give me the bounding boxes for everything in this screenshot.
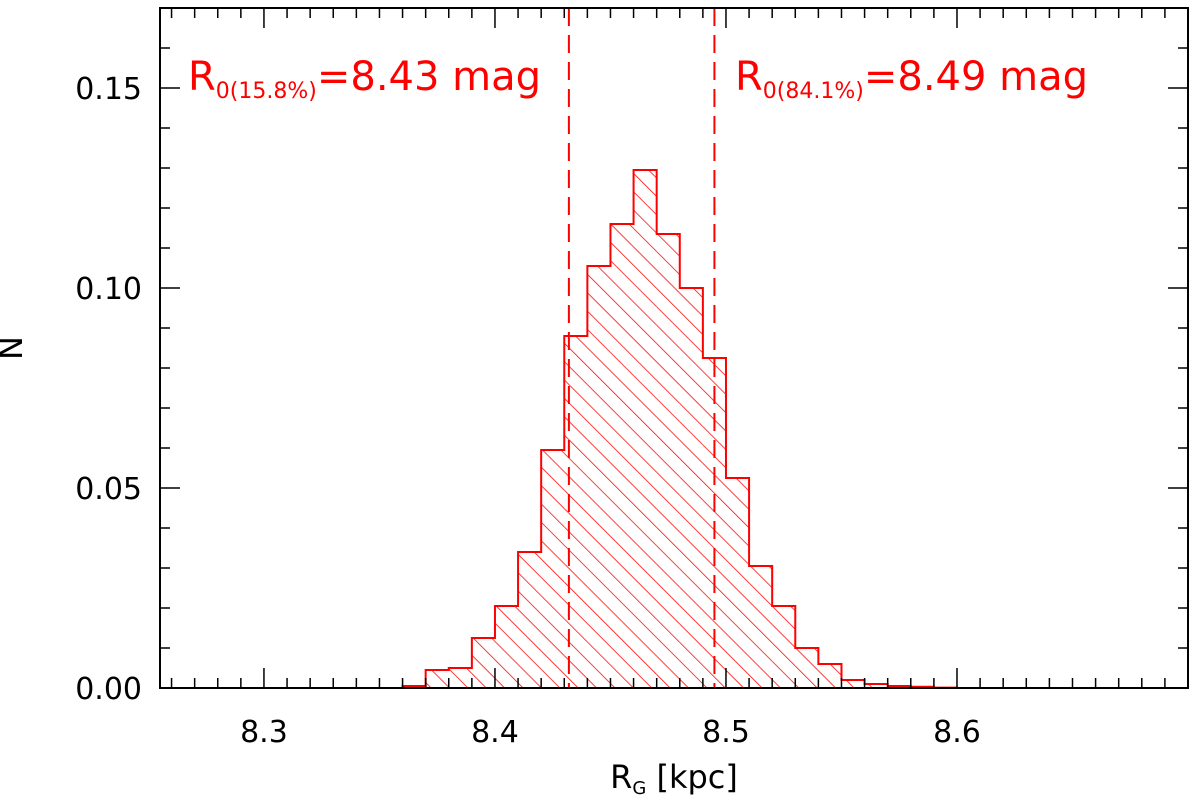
y-tick-label: 0.00 bbox=[75, 672, 142, 707]
plot-frame bbox=[159, 7, 1189, 689]
x-tick-labels: 8.3 8.4 8.5 8.6 bbox=[240, 715, 981, 750]
histogram-bars bbox=[402, 170, 957, 688]
x-tick-label: 8.6 bbox=[933, 715, 981, 750]
histogram-bar bbox=[541, 450, 565, 688]
x-tick-label: 8.3 bbox=[240, 715, 288, 750]
y-tick-label: 0.15 bbox=[75, 72, 142, 107]
x-tick-label: 8.4 bbox=[471, 715, 519, 750]
annotation-high-percentile: R0(84.1%)=8.49 mag bbox=[735, 54, 1088, 104]
histogram-bar bbox=[864, 684, 888, 688]
histogram-bar bbox=[679, 288, 703, 688]
histogram-bar bbox=[656, 234, 680, 688]
annotation-low-percentile: R0(15.8%)=8.43 mag bbox=[188, 54, 541, 104]
histogram-bar bbox=[587, 266, 611, 688]
histogram-bar bbox=[471, 638, 495, 688]
histogram-bar bbox=[518, 552, 542, 688]
histogram-bar bbox=[749, 566, 773, 688]
histogram-bar bbox=[818, 664, 842, 688]
y-tick-label: 0.05 bbox=[75, 472, 142, 507]
histogram-bar bbox=[841, 680, 865, 688]
histogram-bar bbox=[425, 670, 449, 688]
histogram-bar bbox=[795, 648, 819, 688]
x-axis-label: RG [kpc] bbox=[610, 758, 738, 799]
histogram-bar bbox=[494, 606, 519, 688]
histogram-bar bbox=[448, 668, 472, 688]
histogram-bar bbox=[725, 478, 750, 688]
x-tick-label: 8.5 bbox=[702, 715, 750, 750]
histogram-bar bbox=[564, 336, 588, 688]
percentile-lines bbox=[567, 8, 716, 688]
histogram-bar bbox=[610, 224, 634, 688]
axis-ticks bbox=[160, 7, 1189, 689]
histogram-bar bbox=[633, 170, 657, 688]
y-axis-label: N bbox=[0, 336, 30, 360]
y-tick-label: 0.10 bbox=[75, 272, 142, 307]
histogram-bar bbox=[772, 606, 796, 688]
y-tick-labels: 0.00 0.05 0.10 0.15 bbox=[75, 72, 142, 707]
